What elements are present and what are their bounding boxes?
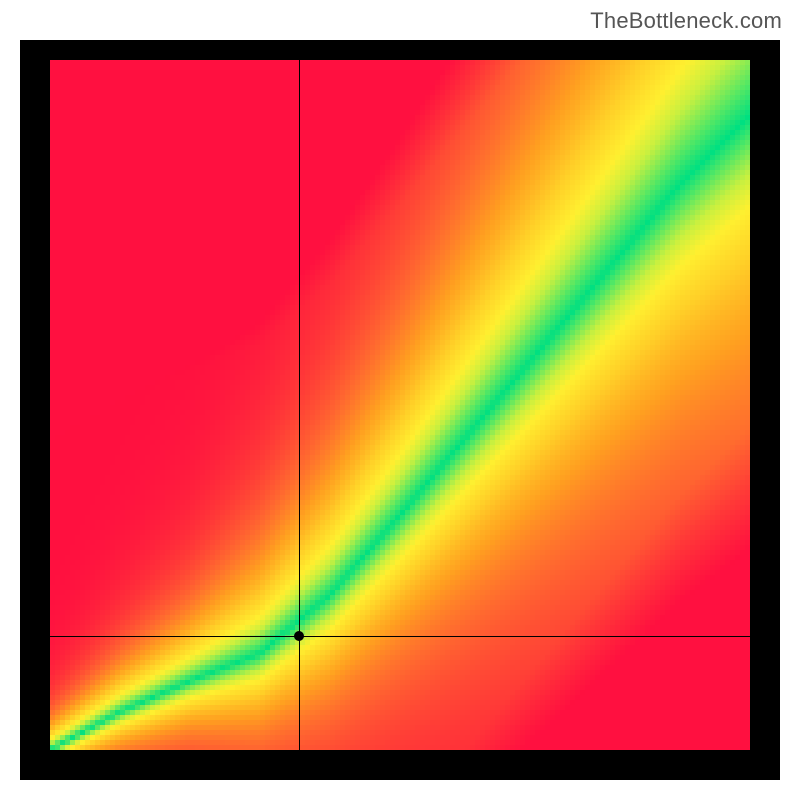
watermark-text: TheBottleneck.com: [590, 8, 782, 34]
crosshair-horizontal: [50, 636, 750, 637]
data-point-marker: [294, 631, 304, 641]
crosshair-vertical: [299, 60, 300, 750]
heatmap-plot-area: [50, 60, 750, 750]
heatmap-canvas: [50, 60, 750, 750]
chart-outer-frame: [20, 40, 780, 780]
